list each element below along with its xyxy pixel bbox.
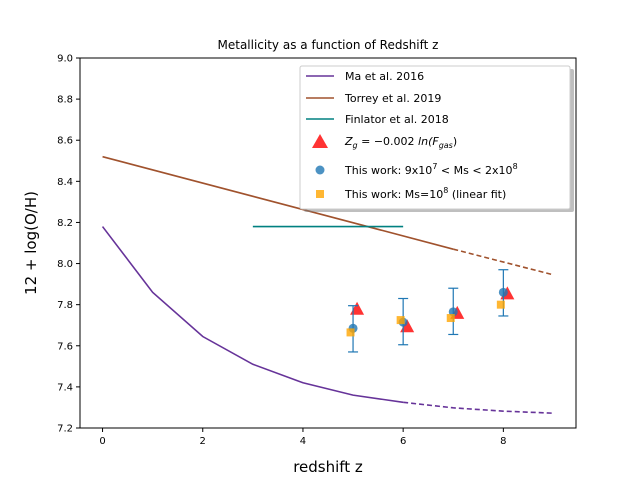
legend-label-work2: This work: Ms=108 (linear fit)	[344, 186, 506, 201]
legend: Ma et al. 2016 Torrey et al. 2019 Finlat…	[299, 65, 574, 212]
y-axis-label: 12 + log(O/H)	[22, 191, 40, 295]
model-f: (F	[428, 135, 439, 148]
y-tick-label: 8.2	[57, 218, 73, 229]
legend-label-finlator: Finlator et al. 2018	[345, 113, 449, 126]
circle-point	[498, 287, 508, 297]
x-tick-label: 2	[200, 436, 206, 447]
work1-exp2: 8	[513, 162, 518, 171]
x-tick-label: 6	[400, 436, 406, 447]
x-tick-label: 8	[500, 436, 506, 447]
legend-swatch-model	[312, 134, 328, 148]
work1-mid: < Ms < 2x10	[437, 164, 512, 177]
data-layer	[101, 155, 554, 414]
x-tick-label: 0	[99, 436, 105, 447]
series-line-1-dashed	[453, 248, 554, 276]
legend-label-model: Zg = −0.002 ln(Fgas)	[344, 135, 457, 150]
y-tick-label: 8.0	[57, 259, 73, 270]
model-close: )	[453, 135, 457, 148]
work2-tail: (linear fit)	[448, 188, 506, 201]
legend-label-torrey: Torrey et al. 2019	[344, 92, 441, 105]
model-z-sub: g	[353, 141, 358, 150]
model-f-sub: gas	[439, 141, 453, 150]
work1-text: This work: 9x10	[344, 164, 432, 177]
square-point	[496, 300, 505, 309]
plot-frame	[79, 57, 577, 429]
y-tick-label: 8.6	[57, 136, 73, 147]
y-tick-label: 8.8	[57, 95, 73, 106]
square-point	[396, 316, 405, 325]
legend-label-ma: Ma et al. 2016	[345, 70, 424, 83]
y-tick-label: 7.6	[57, 341, 73, 352]
legend-label-work1: This work: 9x107 < Ms < 2x108	[344, 162, 518, 177]
series-line-0-dashed	[403, 401, 554, 414]
work1-exp1: 7	[432, 162, 437, 171]
model-z: Z	[344, 135, 353, 148]
legend-swatch-work1	[315, 165, 325, 175]
y-tick-label: 7.8	[57, 300, 73, 311]
legend-box	[299, 65, 571, 210]
work2-text: This work: Ms=10	[344, 188, 443, 201]
x-axis-label: redshift z	[293, 458, 363, 476]
x-tick-label: 4	[300, 436, 306, 447]
y-tick-label: 7.2	[57, 424, 73, 435]
chart-title: Metallicity as a function of Redshift z	[218, 38, 439, 52]
y-axis-ticks: 7.2 7.4 7.6 7.8 8.0 8.2 8.4 8.6 8.8 9.0	[57, 54, 80, 435]
square-point	[446, 314, 455, 323]
x-axis-ticks: 0 2 4 6 8	[99, 428, 507, 447]
y-tick-label: 8.4	[57, 177, 73, 188]
model-mid: = −0.002	[358, 135, 418, 148]
series-line-1	[102, 155, 454, 250]
square-point	[346, 328, 355, 337]
series-line-0	[101, 226, 404, 404]
y-tick-label: 9.0	[57, 54, 73, 65]
y-tick-label: 7.4	[57, 382, 73, 393]
legend-swatch-work2	[316, 190, 324, 198]
model-ln: ln	[418, 135, 428, 148]
work2-exp: 8	[443, 186, 448, 195]
